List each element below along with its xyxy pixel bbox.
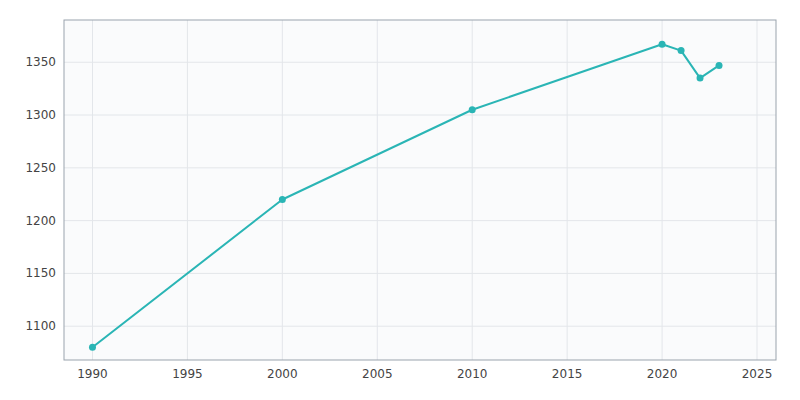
- x-grid-line: [757, 20, 758, 360]
- line: [92, 44, 719, 347]
- y-grid-line: [64, 115, 776, 116]
- tick-labels: 1990 1995 2000 2005 2010 2015 2020 2025 1100 1150…: [25, 55, 772, 381]
- x-grid-line: [92, 20, 93, 360]
- x-tick-label: 2010: [457, 367, 488, 381]
- y-tick-label: 1200: [25, 214, 56, 228]
- y-grid-line: [64, 62, 776, 63]
- point: [89, 344, 96, 351]
- y-grid-line: [64, 167, 776, 168]
- grid: [64, 20, 776, 360]
- data-group: [89, 41, 723, 351]
- x-tick-label: 2025: [742, 367, 773, 381]
- y-tick-label: 1300: [25, 108, 56, 122]
- point: [279, 196, 286, 203]
- chart-svg: 1990 1995 2000 2005 2010 2015 2020 2025 1100 1150…: [0, 0, 800, 400]
- y-tick-label: 1100: [25, 319, 56, 333]
- x-tick-label: 2000: [267, 367, 298, 381]
- x-grid-line: [567, 20, 568, 360]
- x-grid-line: [472, 20, 473, 360]
- x-tick-label: 1990: [77, 367, 108, 381]
- chart-container: 1990 1995 2000 2005 2010 2015 2020 2025 1100 1150…: [0, 0, 800, 400]
- y-grid-line: [64, 220, 776, 221]
- x-tick-label: 2015: [552, 367, 583, 381]
- plot-frame: [64, 20, 776, 360]
- x-grid-line: [187, 20, 188, 360]
- point: [659, 41, 666, 48]
- point: [697, 75, 704, 82]
- y-tick-label: 1350: [25, 55, 56, 69]
- y-tick-label: 1250: [25, 161, 56, 175]
- plot-background: [64, 20, 776, 360]
- x-grid-line: [282, 20, 283, 360]
- point: [716, 62, 723, 69]
- x-tick-label: 2020: [647, 367, 678, 381]
- x-tick-label: 1995: [172, 367, 203, 381]
- point: [469, 106, 476, 113]
- y-grid-line: [64, 273, 776, 274]
- point: [678, 47, 685, 54]
- x-tick-label: 2005: [362, 367, 393, 381]
- y-grid-line: [64, 326, 776, 327]
- x-grid-line: [377, 20, 378, 360]
- x-grid-line: [662, 20, 663, 360]
- y-tick-label: 1150: [25, 266, 56, 280]
